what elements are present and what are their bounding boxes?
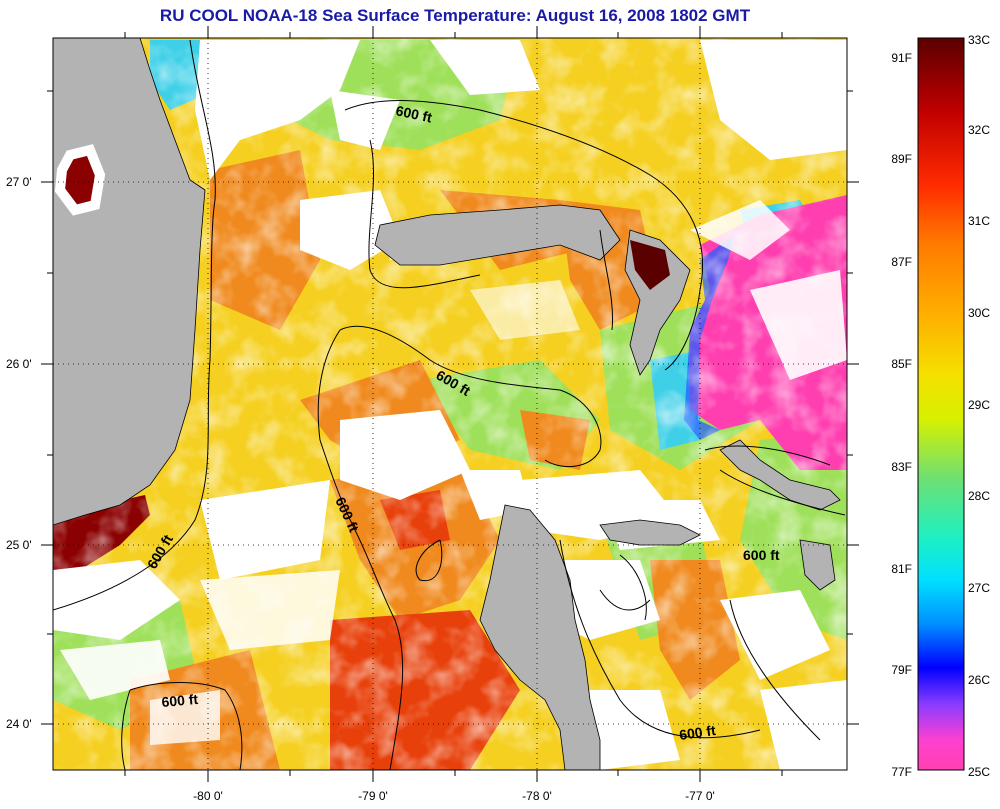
fahrenheit-label: 79F xyxy=(891,663,912,677)
contour-label: 600 ft xyxy=(161,691,199,710)
lat-tick-label: 26 0' xyxy=(6,357,32,371)
land-andros xyxy=(479,504,601,770)
lat-tick-label: 24 0' xyxy=(6,717,32,731)
colorbar: 91F 89F 87F 85F 83F 81F 79F 77F 33C 32C … xyxy=(891,33,990,779)
colorbar-fahrenheit-labels: 91F 89F 87F 85F 83F 81F 79F 77F xyxy=(891,51,912,779)
celsius-label: 25C xyxy=(968,765,990,779)
celsius-label: 32C xyxy=(968,123,990,137)
fahrenheit-label: 91F xyxy=(891,51,912,65)
map-field: 600 ft 600 ft 600 ft 600 ft 600 ft 600 f… xyxy=(53,38,847,770)
land-eleuthera xyxy=(719,439,841,511)
fahrenheit-label: 81F xyxy=(891,562,912,576)
land-grand-bahama xyxy=(374,204,621,266)
map-frame xyxy=(52,37,848,771)
contour-label: 600 ft xyxy=(743,547,780,563)
abaco-hot-patch xyxy=(630,240,670,290)
map-title: RU COOL NOAA-18 Sea Surface Temperature:… xyxy=(159,6,751,25)
depth-contours xyxy=(53,39,846,770)
celsius-label: 33C xyxy=(968,33,990,47)
celsius-label: 29C xyxy=(968,398,990,412)
fahrenheit-label: 83F xyxy=(891,460,912,474)
lon-tick-label: -80 0' xyxy=(193,789,223,803)
celsius-label: 31C xyxy=(968,214,990,228)
lon-tick-label: -77 0' xyxy=(685,789,715,803)
inland-hot-spot xyxy=(54,144,106,216)
celsius-label: 30C xyxy=(968,306,990,320)
celsius-label: 28C xyxy=(968,489,990,503)
contour-label: 600 ft xyxy=(678,722,717,743)
celsius-label: 27C xyxy=(968,581,990,595)
colorbar-celsius-labels: 33C 32C 31C 30C 29C 28C 27C 26C 25C xyxy=(968,33,990,779)
land-exuma xyxy=(799,539,836,591)
lat-tick-label: 25 0' xyxy=(6,538,32,552)
lon-tick-label: -78 0' xyxy=(522,789,552,803)
lat-tick-label: 27 0' xyxy=(6,175,32,189)
colorbar-gradient xyxy=(917,37,965,771)
latitude-labels: 27 0' 26 0' 25 0' 24 0' xyxy=(6,175,32,731)
fahrenheit-label: 87F xyxy=(891,255,912,269)
fahrenheit-label: 89F xyxy=(891,152,912,166)
lon-tick-label: -79 0' xyxy=(358,789,388,803)
contour-label: 600 ft xyxy=(394,102,433,125)
graticule xyxy=(53,38,847,770)
fahrenheit-label: 85F xyxy=(891,357,912,371)
fahrenheit-label: 77F xyxy=(891,765,912,779)
longitude-labels: -80 0' -79 0' -78 0' -77 0' xyxy=(193,789,715,803)
celsius-label: 26C xyxy=(968,673,990,687)
axis-ticks xyxy=(41,26,859,782)
land-islands-east xyxy=(599,519,701,546)
